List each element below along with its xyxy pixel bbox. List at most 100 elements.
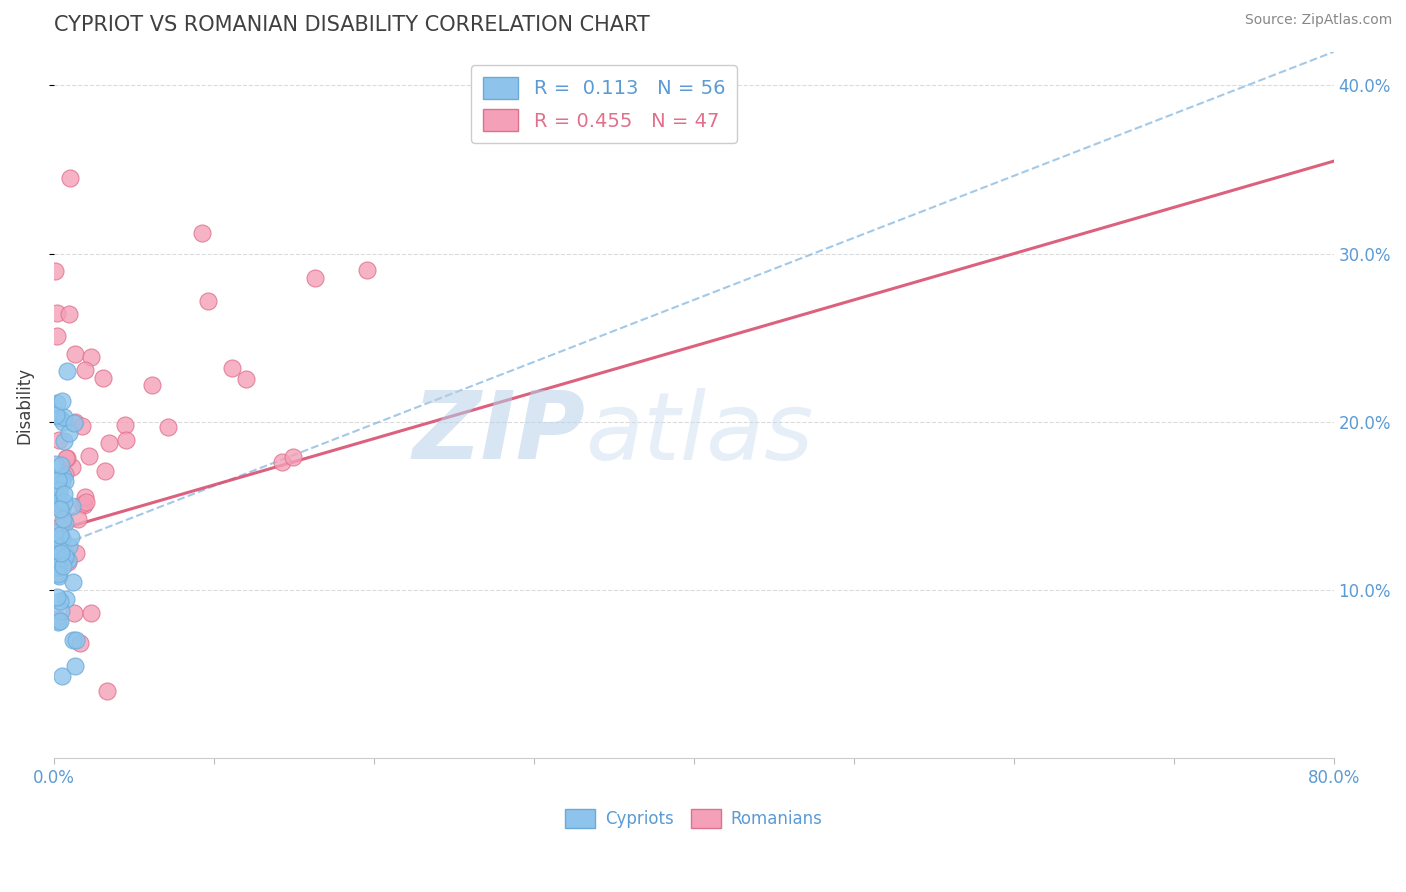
Point [59, 171, 82, 186]
Point [46, 473, 69, 487]
Text: CYPRIOT VS ROMANIAN DISABILITY CORRELATION CHART: CYPRIOT VS ROMANIAN DISABILITY CORRELATI… [53, 15, 650, 35]
Point [44, 457, 66, 471]
Point [80, 606, 103, 620]
Point [281, 450, 304, 464]
Point [44, 546, 66, 560]
Point [51, 668, 73, 682]
Point [156, 420, 179, 434]
Point [60, 459, 83, 474]
Point [55, 516, 77, 530]
Point [55, 550, 77, 565]
Point [52, 416, 75, 430]
Point [48, 528, 70, 542]
Point [97, 435, 120, 450]
Point [58, 425, 80, 440]
Point [191, 226, 214, 240]
Point [235, 372, 257, 386]
Point [73, 498, 96, 512]
Point [67, 512, 90, 526]
Point [75, 495, 97, 509]
Point [46, 560, 69, 574]
Point [52, 558, 75, 573]
Point [51, 532, 73, 546]
Point [58, 555, 80, 569]
Point [42, 525, 65, 540]
Point [46, 496, 69, 510]
Point [73, 491, 96, 505]
Point [58, 539, 80, 553]
Point [72, 497, 94, 511]
Point [58, 553, 80, 567]
Text: Source: ZipAtlas.com: Source: ZipAtlas.com [1244, 13, 1392, 28]
Point [62, 632, 84, 647]
Point [46, 612, 69, 626]
Point [60, 530, 83, 544]
Legend: Cypriots, Romanians: Cypriots, Romanians [558, 802, 830, 835]
Point [63, 416, 86, 430]
Point [197, 293, 219, 308]
Point [55, 591, 77, 606]
Point [63, 347, 86, 361]
Point [79, 450, 101, 464]
Point [53, 474, 76, 488]
Point [63, 658, 86, 673]
Point [49, 614, 72, 628]
Point [53, 547, 76, 561]
Point [63, 416, 86, 430]
Point [48, 434, 70, 448]
Point [48, 569, 70, 583]
Point [270, 455, 292, 469]
Point [65, 633, 87, 648]
Point [52, 487, 75, 501]
Point [80, 350, 103, 364]
Text: atlas: atlas [585, 388, 813, 479]
Text: ZIP: ZIP [412, 387, 585, 479]
Point [52, 410, 75, 425]
Point [49, 501, 72, 516]
Point [49, 546, 72, 560]
Point [48, 486, 70, 500]
Point [304, 271, 326, 285]
Point [55, 450, 77, 465]
Point [45, 329, 67, 343]
Point [45, 541, 67, 555]
Point [46, 547, 69, 561]
Point [114, 434, 136, 448]
Point [45, 409, 67, 423]
Point [49, 410, 72, 425]
Point [91, 370, 114, 384]
Point [51, 503, 73, 517]
Point [52, 512, 75, 526]
Point [44, 263, 66, 277]
Point [96, 684, 118, 698]
Point [53, 434, 76, 448]
Point [52, 513, 75, 527]
Point [62, 575, 84, 590]
Point [45, 590, 67, 604]
Point [52, 468, 75, 483]
Point [51, 532, 73, 546]
Point [221, 361, 243, 376]
Y-axis label: Disability: Disability [15, 367, 32, 443]
Point [48, 483, 70, 497]
Point [53, 494, 76, 508]
Point [56, 451, 79, 466]
Point [48, 520, 70, 534]
Point [141, 377, 163, 392]
Point [51, 475, 73, 489]
Point [56, 364, 79, 378]
Point [63, 606, 86, 620]
Point [46, 306, 69, 320]
Point [65, 545, 87, 559]
Point [46, 395, 69, 409]
Point [70, 419, 93, 434]
Point [60, 499, 83, 513]
Point [58, 307, 80, 321]
Point [114, 417, 136, 432]
Point [69, 636, 91, 650]
Point [49, 604, 72, 618]
Point [49, 458, 72, 473]
Point [45, 566, 67, 580]
Point [48, 492, 70, 507]
Point [48, 567, 70, 582]
